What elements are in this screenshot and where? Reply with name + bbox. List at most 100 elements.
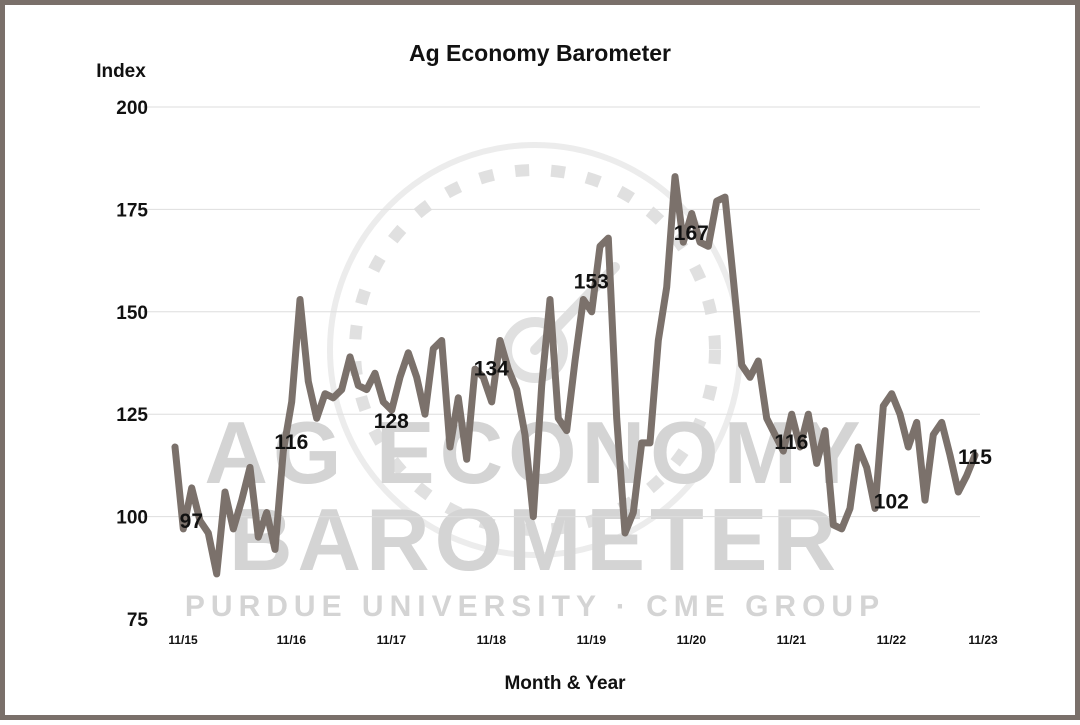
data-point (648, 441, 652, 445)
data-point (565, 429, 569, 433)
x-tick-label: 11/21 (777, 633, 807, 647)
data-point (573, 359, 577, 363)
data-point (731, 277, 735, 281)
data-point (890, 392, 894, 396)
data-point (856, 445, 860, 449)
data-point (523, 433, 527, 437)
x-tick-label: 11/20 (677, 633, 707, 647)
data-point (456, 396, 460, 400)
data-point (473, 367, 477, 371)
data-point (190, 486, 194, 490)
watermark-line3: PURDUE UNIVERSITY · CME GROUP (185, 590, 885, 623)
data-point (415, 375, 419, 379)
data-label: 116 (274, 431, 308, 454)
data-point (723, 195, 727, 199)
series (171, 173, 979, 578)
data-point (823, 429, 827, 433)
line-chart: AG ECONOMY BAROMETER PURDUE UNIVERSITY ·… (96, 40, 998, 694)
data-point (323, 392, 327, 396)
data-point (540, 384, 544, 387)
data-label: 134 (474, 357, 509, 380)
data-point (865, 465, 869, 469)
data-label: 97 (180, 510, 203, 533)
y-tick-label: 150 (116, 303, 148, 324)
data-point (465, 457, 469, 461)
data-point (665, 285, 669, 289)
data-point (973, 453, 977, 457)
data-point (390, 408, 394, 412)
data-point (656, 339, 660, 342)
data-point (740, 363, 744, 367)
data-point (590, 310, 594, 314)
data-point (298, 298, 302, 301)
y-tick-label: 175 (116, 200, 148, 221)
data-point (306, 379, 310, 383)
data-point (515, 388, 519, 392)
data-point (340, 388, 344, 392)
data-point (681, 240, 685, 244)
data-point (965, 474, 969, 478)
data-point (815, 461, 819, 465)
data-label: 153 (574, 271, 609, 294)
data-point (756, 359, 760, 363)
data-point (506, 367, 510, 371)
data-point (790, 412, 794, 416)
data-point (640, 441, 644, 445)
data-point (781, 449, 785, 453)
data-point (615, 416, 619, 420)
y-tick-label: 125 (116, 405, 148, 426)
data-point (431, 347, 435, 351)
data-point (198, 519, 202, 523)
data-point (773, 433, 777, 437)
data-point (748, 375, 752, 379)
data-point (406, 351, 410, 355)
data-point (498, 339, 502, 342)
x-axis-label: Month & Year (504, 673, 626, 694)
data-point (373, 371, 377, 375)
data-labels: 97 116 128 134 153 167 116 102 115 (180, 222, 993, 533)
data-point (248, 465, 252, 469)
data-point (848, 506, 852, 510)
data-point (798, 445, 802, 449)
data-point (581, 298, 585, 301)
data-point (531, 515, 535, 519)
data-point (906, 445, 910, 449)
data-point (423, 412, 427, 416)
data-point (806, 412, 810, 416)
data-label: 116 (774, 431, 808, 454)
data-point (698, 240, 702, 244)
data-point (831, 523, 835, 527)
x-tick-label: 11/18 (477, 633, 507, 647)
data-point (881, 404, 885, 408)
x-tick-label: 11/23 (968, 633, 998, 647)
data-point (240, 498, 244, 502)
data-point (348, 355, 352, 359)
data-point (181, 527, 185, 531)
data-point (931, 433, 935, 437)
data-point (898, 412, 902, 416)
x-tick-label: 11/15 (168, 633, 198, 647)
data-point (398, 375, 402, 379)
data-label: 167 (674, 222, 709, 245)
data-point (840, 527, 844, 531)
data-point (273, 547, 277, 551)
data-point (606, 236, 610, 240)
data-point (623, 531, 627, 535)
y-tick-labels: 75 100 125 150 175 200 (116, 98, 148, 631)
data-point (356, 384, 360, 387)
y-axis-label: Index (96, 61, 146, 82)
data-point (256, 535, 260, 539)
chart-title: Ag Economy Barometer (409, 40, 671, 66)
data-point (631, 511, 635, 514)
data-point (265, 511, 269, 514)
data-point (715, 199, 719, 203)
data-point (673, 175, 677, 179)
data-point (706, 244, 710, 248)
data-point (315, 416, 319, 420)
data-point (331, 396, 335, 400)
x-tick-label: 11/19 (577, 633, 607, 647)
x-tick-label: 11/16 (277, 633, 307, 647)
data-point (365, 388, 369, 392)
data-point (690, 212, 694, 215)
data-point (290, 400, 294, 404)
